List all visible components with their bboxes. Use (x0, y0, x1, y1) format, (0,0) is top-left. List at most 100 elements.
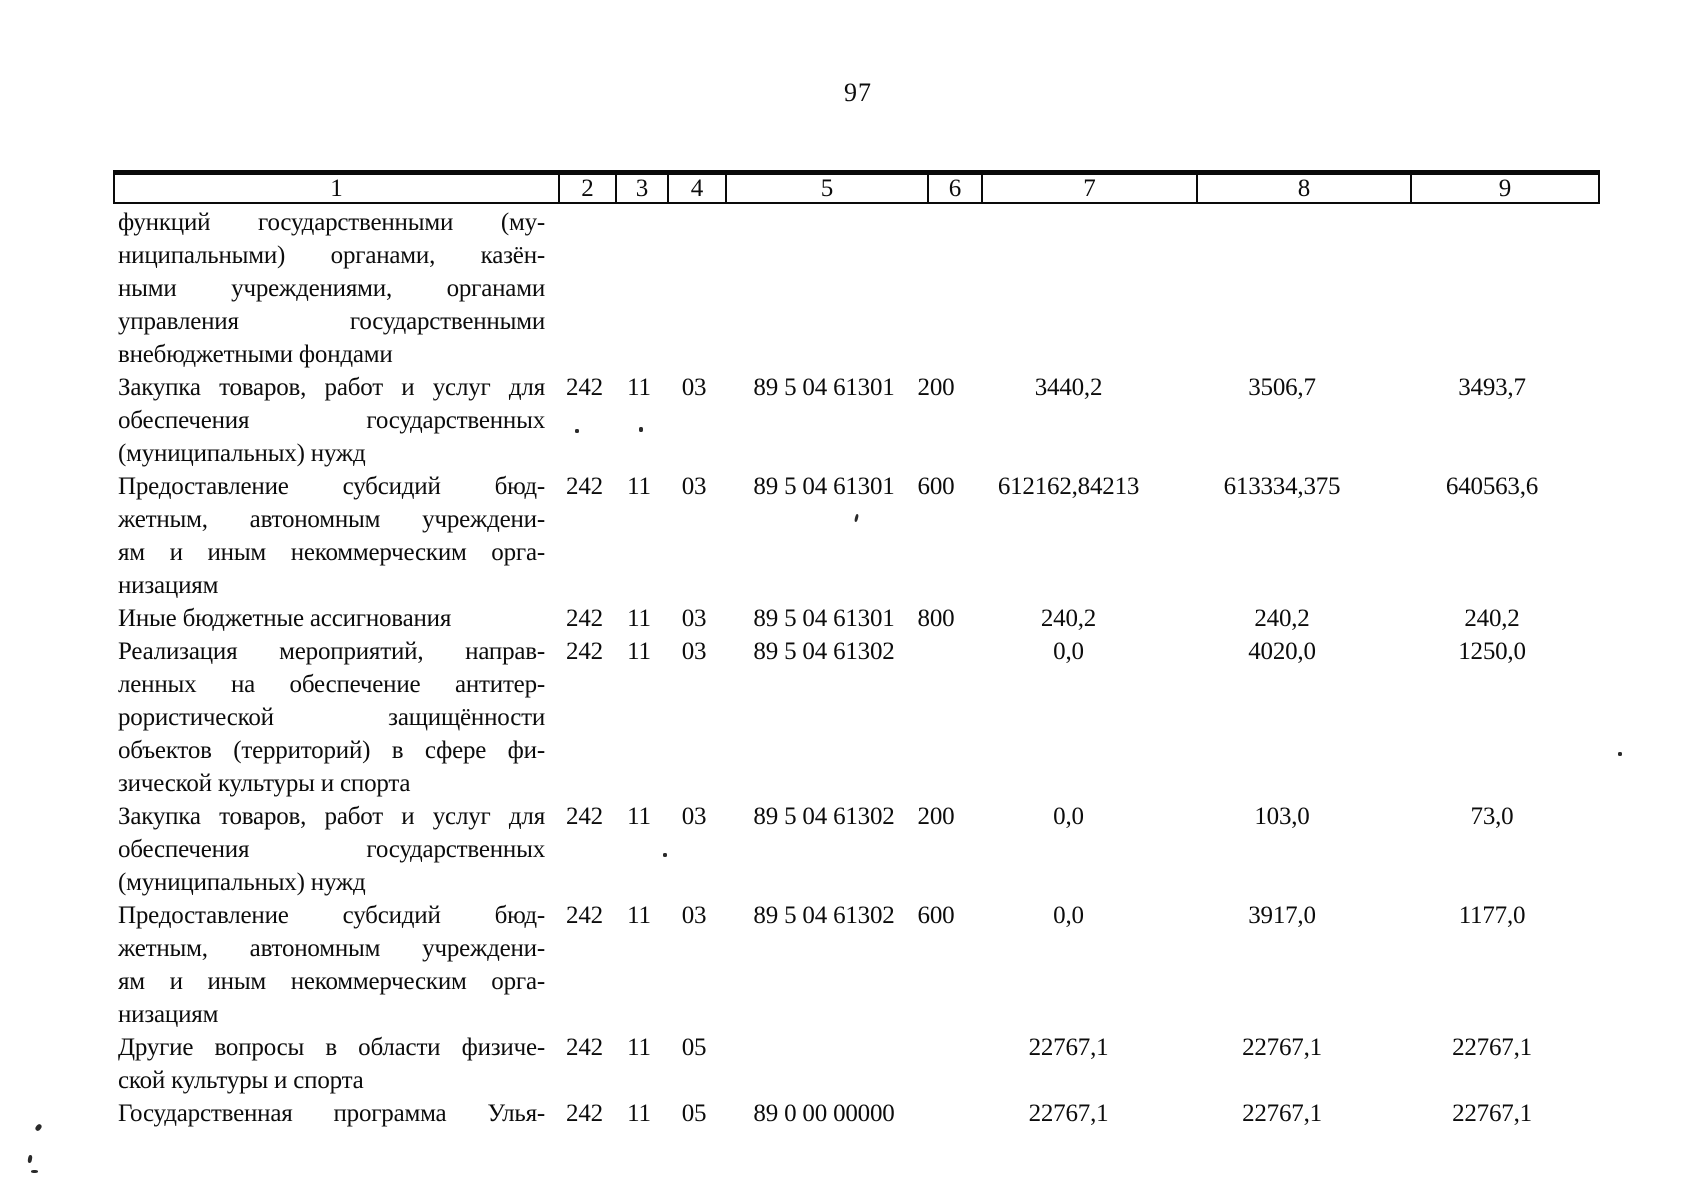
cell-kvsr: 242 (566, 473, 603, 500)
row-name-line: (муниципальных) нужд (118, 440, 366, 467)
cell-y2022: 4020,0 (1248, 638, 1316, 665)
cell-rz: 11 (627, 473, 651, 500)
cell-csr: 89 5 04 61302 (753, 902, 895, 929)
row-name-cell: Реализация мероприятий, направ-ленных на… (113, 635, 556, 800)
cell-kvsr: 242 (566, 605, 603, 632)
row-name-line: Закупка товаров, работ и услуг для (118, 803, 545, 830)
table-body: функций государственными (му-ниципальным… (113, 204, 1600, 1130)
row-name-line: рористической защищённости (118, 704, 545, 731)
column-number-header: 7 (981, 175, 1196, 203)
cell-y2021: 0,0 (1053, 638, 1084, 665)
scan-artifact (34, 1123, 43, 1132)
cell-y2022: 613334,375 (1223, 473, 1341, 500)
row-name-line: функций государственными (му- (118, 209, 545, 236)
cell-kvsr: 242 (566, 638, 603, 665)
row-name-line: Государственная программа Улья- (118, 1100, 545, 1127)
cell-rz: 11 (627, 638, 651, 665)
row-name-line: ными учреждениями, органами (118, 275, 545, 302)
cell-pr: 03 (681, 902, 707, 929)
row-name-line: управления государственными (118, 308, 545, 335)
row-name-cell: Закупка товаров, работ и услуг для обеспе… (113, 800, 556, 899)
row-name-line: объектов (территорий) в сфере фи- (118, 737, 545, 764)
row-name-cell: Другие вопросы в области физиче-ской кул… (113, 1031, 556, 1097)
cell-csr: 89 0 00 00000 (753, 1100, 895, 1127)
row-name-line: низациям (118, 1001, 219, 1028)
cell-csr: 89 5 04 61302 (753, 803, 895, 830)
row-name-line: (муниципальных) нужд (118, 869, 366, 896)
cell-y2022: 240,2 (1254, 605, 1310, 632)
cell-pr: 03 (681, 803, 707, 830)
cell-y2022: 103,0 (1254, 803, 1310, 830)
row-name-line: обеспечения государственных (118, 836, 545, 863)
row-name-line: Предоставление субсидий бюд- (118, 473, 545, 500)
row-name-line: ям и иным некоммерческим орга- (118, 968, 545, 995)
scan-artifact (639, 427, 643, 432)
cell-rz: 11 (627, 803, 651, 830)
column-number-header: 6 (927, 175, 981, 203)
cell-pr: 03 (681, 473, 707, 500)
cell-rz: 11 (627, 1034, 651, 1061)
cell-y2023: 1250,0 (1458, 638, 1526, 665)
column-number-header: 8 (1196, 175, 1410, 203)
row-name-line: жетным, автономным учреждени- (118, 506, 545, 533)
cell-kvsr: 242 (566, 902, 603, 929)
table-row: Государственная программа Улья- 242 11 05 89… (113, 1097, 1600, 1130)
row-name-cell: Закупка товаров, работ и услуг для обеспе… (113, 371, 556, 470)
cell-y2021: 0,0 (1053, 902, 1084, 929)
row-name-line: жетным, автономным учреждени- (118, 935, 545, 962)
cell-vr: 200 (917, 374, 955, 401)
row-name-line: ям и иным некоммерческим орга- (118, 539, 545, 566)
row-name-line: внебюджетными фондами (118, 341, 393, 368)
cell-csr: 89 5 04 61302 (753, 638, 895, 665)
cell-y2023: 3493,7 (1458, 374, 1526, 401)
table-row: функций государственными (му-ниципальным… (113, 206, 1600, 371)
row-name-cell: Предоставление субсидий бюд-жетным, авто… (113, 899, 556, 1031)
cell-y2021: 0,0 (1053, 803, 1084, 830)
scan-artifact (31, 1170, 38, 1173)
row-name-line: Предоставление субсидий бюд- (118, 902, 545, 929)
table-row: Другие вопросы в области физиче-ской кул… (113, 1031, 1600, 1097)
cell-vr: 600 (917, 902, 955, 929)
cell-kvsr: 242 (566, 1100, 603, 1127)
cell-y2021: 240,2 (1040, 605, 1097, 632)
cell-rz: 11 (627, 902, 651, 929)
column-number-header: 3 (615, 175, 667, 203)
cell-y2023: 73,0 (1470, 803, 1514, 830)
row-name-line: ниципальными) органами, казён- (118, 242, 545, 269)
cell-vr: 600 (917, 473, 955, 500)
cell-y2021: 22767,1 (1028, 1034, 1109, 1061)
cell-y2022: 3917,0 (1248, 902, 1316, 929)
row-name-line: ской культуры и спорта (118, 1067, 364, 1094)
cell-y2022: 22767,1 (1242, 1034, 1322, 1061)
row-name-line: обеспечения государственных (118, 407, 545, 434)
cell-csr: 89 5 04 61301 (753, 374, 895, 401)
cell-y2023: 640563,6 (1445, 473, 1539, 500)
cell-y2023: 240,2 (1464, 605, 1520, 632)
cell-y2021: 612162,84213 (997, 473, 1140, 500)
row-name-line: Иные бюджетные ассигнования (118, 605, 452, 632)
cell-pr: 03 (681, 638, 707, 665)
table-row: Реализация мероприятий, направ-ленных на… (113, 635, 1600, 800)
cell-y2023: 22767,1 (1452, 1034, 1532, 1061)
row-name-line: Закупка товаров, работ и услуг для (118, 374, 545, 401)
row-name-line: Другие вопросы в области физиче- (118, 1034, 545, 1061)
column-number-header: 2 (558, 175, 615, 203)
cell-vr: 800 (917, 605, 955, 632)
column-number-header: 5 (725, 175, 927, 203)
cell-rz: 11 (627, 605, 651, 632)
table-row: Иные бюджетные ассигнования 242 11 03 89 5 0… (113, 602, 1600, 635)
cell-pr: 05 (681, 1100, 707, 1127)
column-number-header: 9 (1410, 175, 1598, 203)
cell-rz: 11 (627, 374, 651, 401)
scan-artifact (663, 853, 667, 857)
cell-pr: 03 (681, 605, 707, 632)
scan-artifact (27, 1154, 33, 1164)
cell-y2022: 22767,1 (1242, 1100, 1322, 1127)
cell-y2021: 22767,1 (1028, 1100, 1109, 1127)
cell-kvsr: 242 (566, 374, 603, 401)
row-name-line: низациям (118, 572, 219, 599)
row-name-line: зической культуры и спорта (118, 770, 411, 797)
table-row: Предоставление субсидий бюд-жетным, авто… (113, 899, 1600, 1031)
